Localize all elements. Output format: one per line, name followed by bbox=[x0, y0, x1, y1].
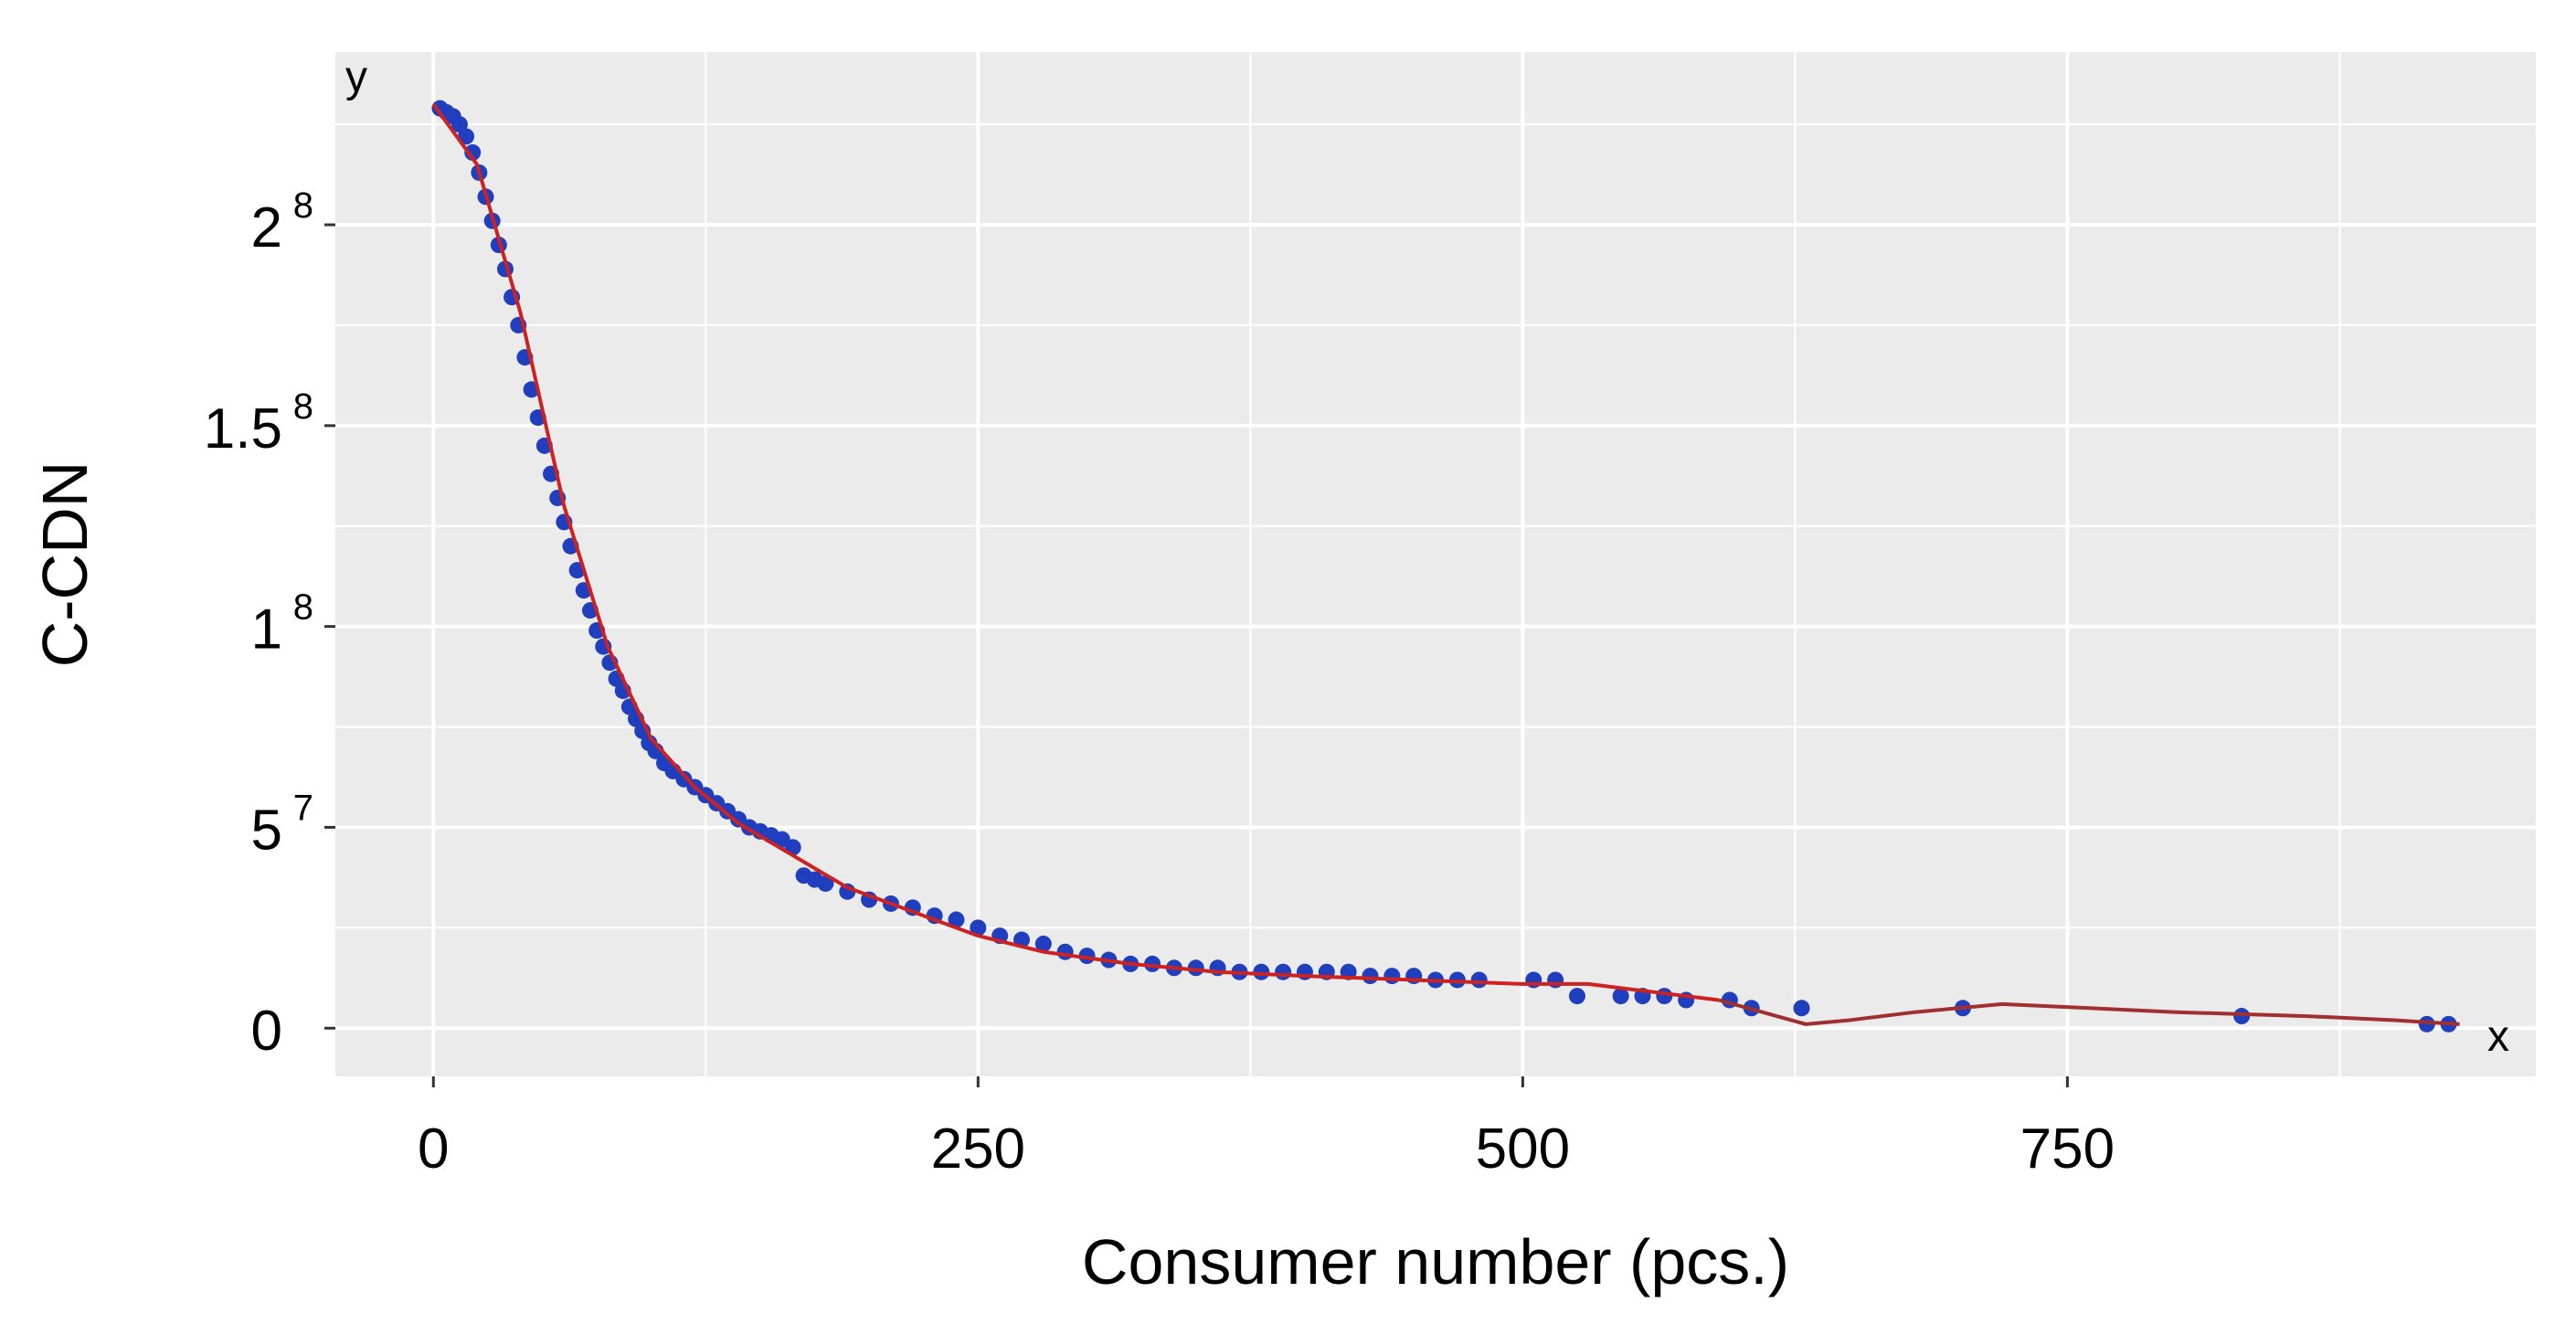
x-tick-label: 0 bbox=[418, 1117, 449, 1181]
y-tick-label: 1.5 bbox=[204, 397, 282, 461]
x-axis-title: Consumer number (pcs.) bbox=[1082, 1226, 1789, 1298]
axis-ticks bbox=[324, 223, 2069, 1087]
y-tick-exponent: 8 bbox=[293, 185, 313, 226]
x-axis-letter: x bbox=[2487, 1012, 2509, 1061]
plot-panel bbox=[335, 52, 2536, 1076]
y-tick-exponent: 7 bbox=[293, 788, 313, 828]
data-point bbox=[1056, 943, 1074, 960]
data-point bbox=[1034, 935, 1052, 952]
major-gridlines bbox=[335, 52, 2536, 1076]
data-point bbox=[464, 143, 482, 161]
y-tick-exponent: 8 bbox=[293, 588, 313, 628]
data-point bbox=[458, 128, 475, 145]
x-tick-label: 750 bbox=[2020, 1117, 2115, 1181]
y-tick-exponent: 8 bbox=[293, 387, 313, 427]
data-point bbox=[1470, 971, 1488, 989]
data-point bbox=[2233, 1008, 2251, 1025]
data-point bbox=[948, 911, 965, 928]
data-point bbox=[1568, 988, 1585, 1005]
x-tick-label: 500 bbox=[1476, 1117, 1570, 1181]
x-tick-label: 250 bbox=[931, 1117, 1025, 1181]
data-point bbox=[1383, 968, 1401, 985]
data-point bbox=[817, 874, 834, 892]
data-point bbox=[2418, 1015, 2435, 1033]
data-point bbox=[1362, 968, 1379, 985]
y-axis-letter: y bbox=[345, 53, 367, 101]
y-tick-label: 1 bbox=[251, 598, 282, 662]
data-point bbox=[1275, 963, 1292, 980]
minor-gridlines bbox=[335, 52, 2536, 1076]
fit-line bbox=[431, 102, 2460, 1026]
fit-line-path bbox=[431, 102, 1720, 1002]
data-point bbox=[1793, 1000, 1810, 1017]
data-point bbox=[1656, 988, 1673, 1005]
data-point bbox=[970, 919, 987, 937]
data-point bbox=[451, 116, 468, 133]
fit-line-tail-path bbox=[1718, 998, 2460, 1026]
y-tick-label: 5 bbox=[251, 799, 282, 862]
data-point bbox=[1253, 963, 1270, 980]
y-tick-label: 2 bbox=[251, 196, 282, 260]
y-axis-title: C-CDN bbox=[29, 461, 101, 668]
y-tick-label: 0 bbox=[251, 1000, 282, 1063]
data-point bbox=[1612, 988, 1629, 1005]
